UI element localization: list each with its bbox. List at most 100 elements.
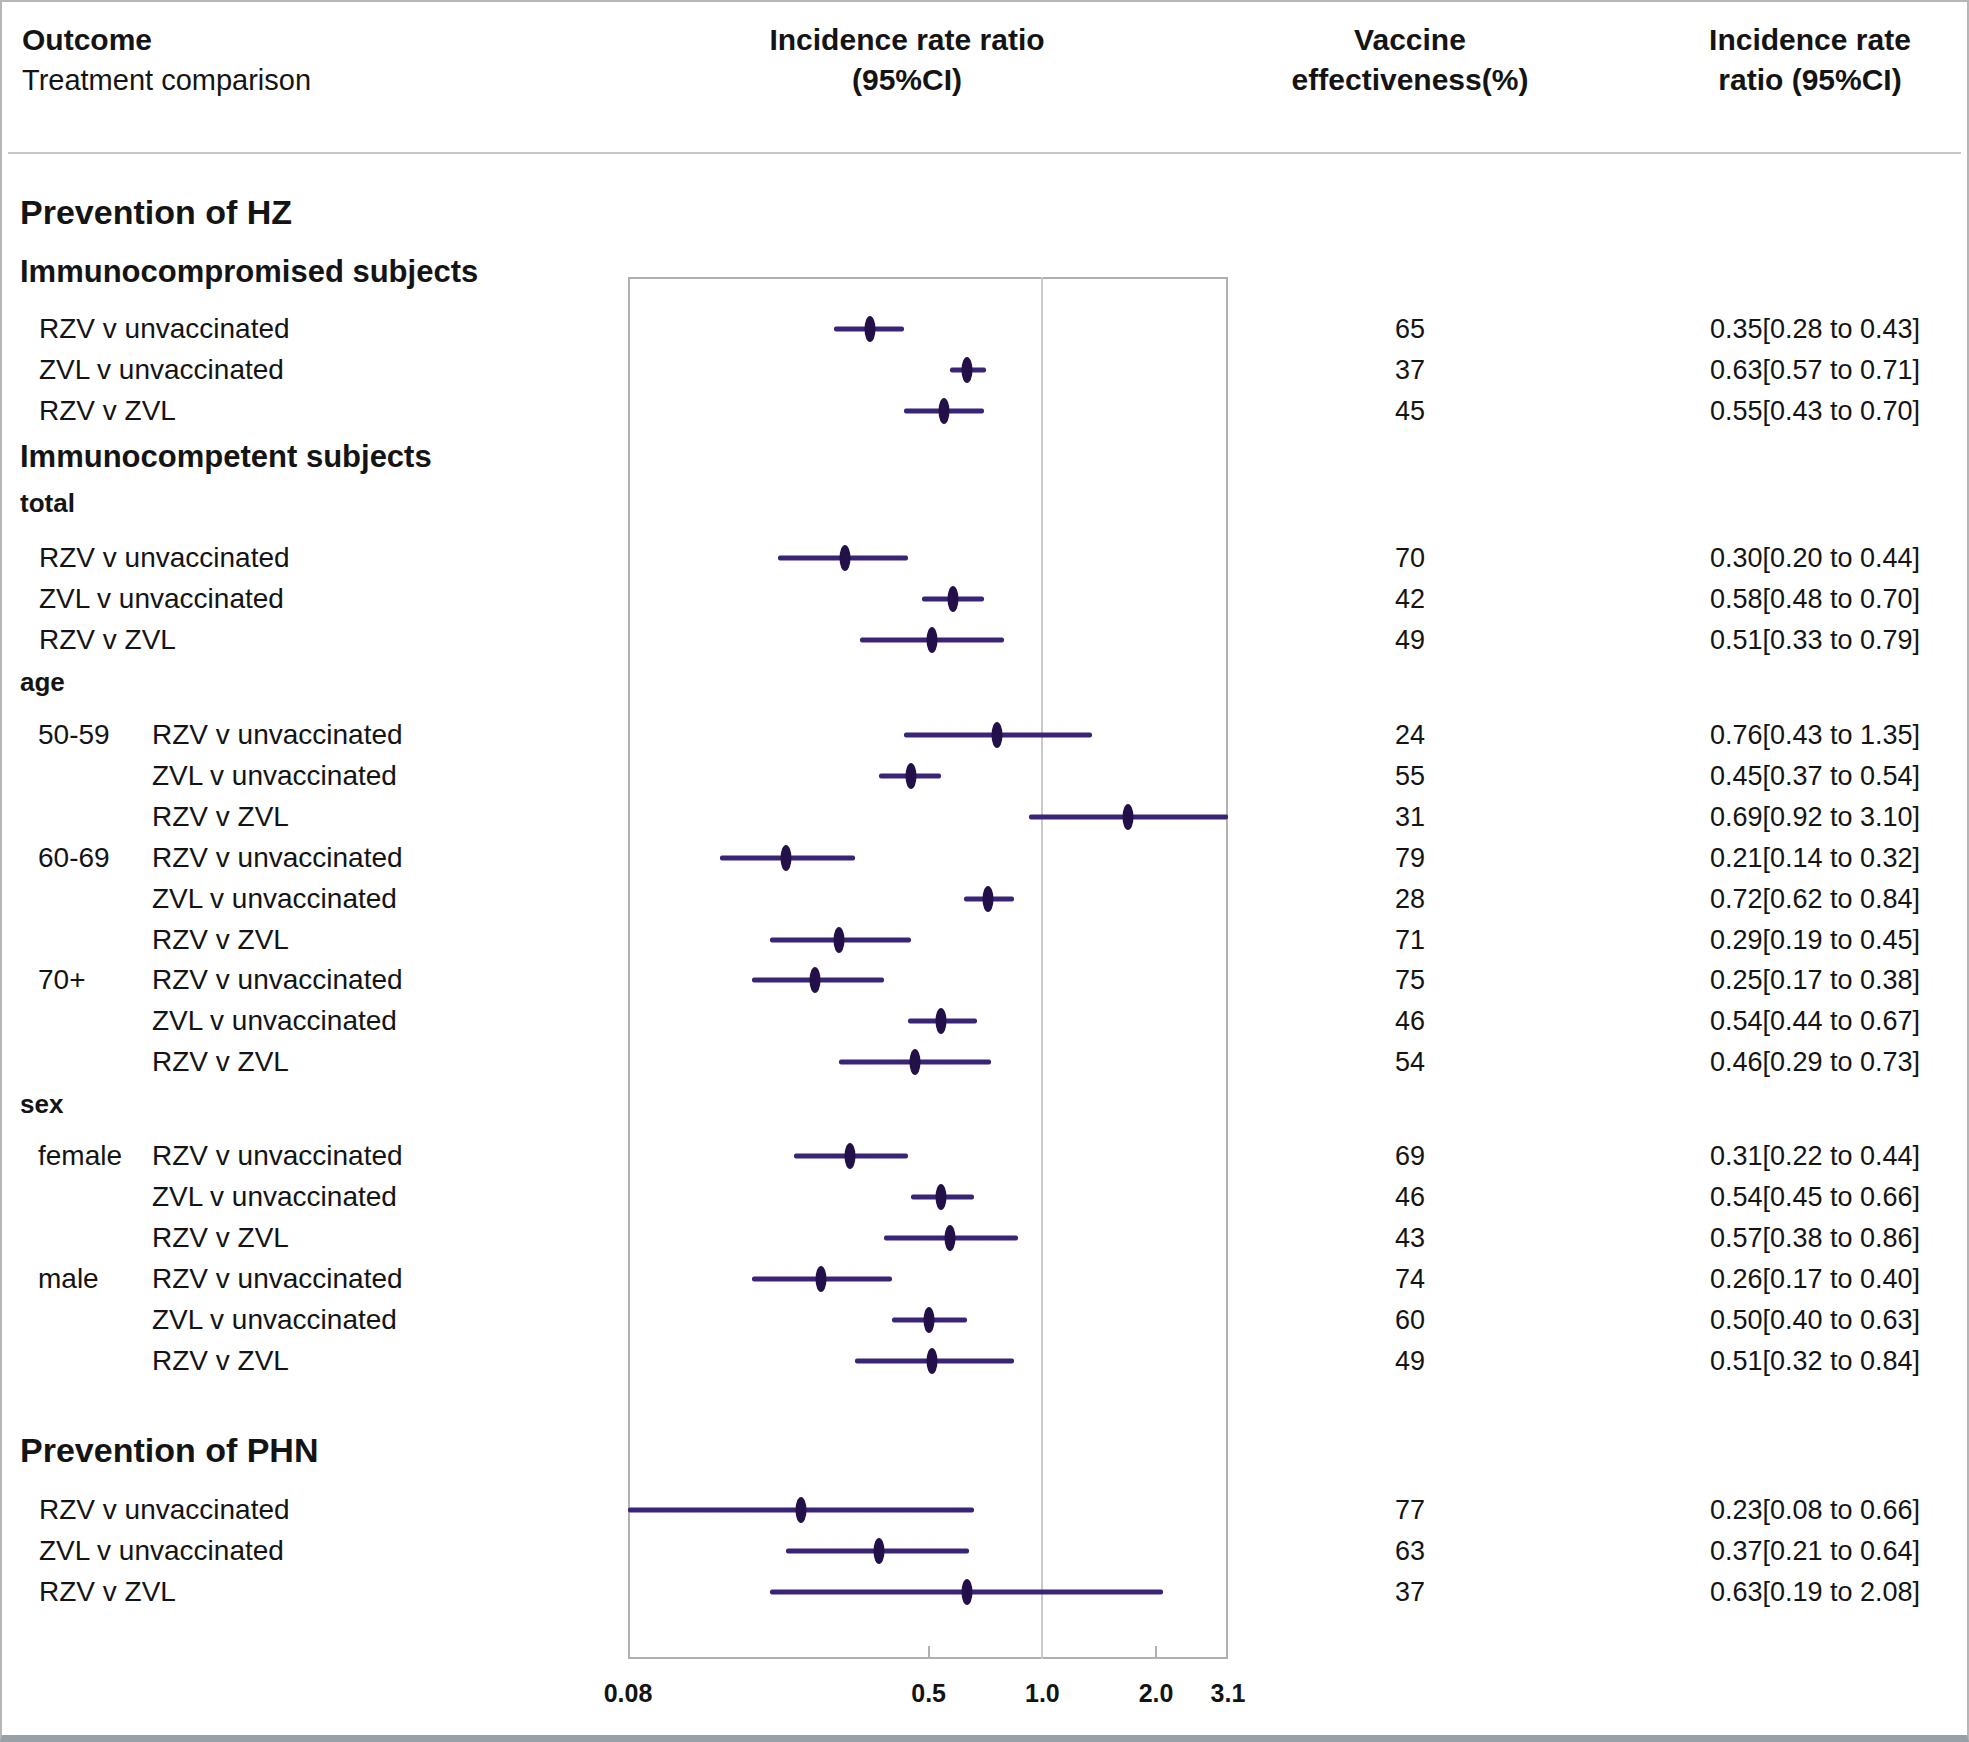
row-comparison-label: RZV v ZVL <box>152 1345 289 1377</box>
ve-value: 79 <box>1340 843 1480 874</box>
point-estimate-marker <box>796 1497 807 1523</box>
irr-value: 0.63[0.19 to 2.08] <box>1635 1577 1969 1608</box>
ve-value: 54 <box>1340 1047 1480 1078</box>
ve-value: 31 <box>1340 802 1480 833</box>
row-comparison-label: RZV v unvaccinated <box>152 964 403 996</box>
row-comparison-label: RZV v ZVL <box>152 801 289 833</box>
row-group-label: 50-59 <box>38 719 110 751</box>
row-group-label: 70+ <box>38 964 86 996</box>
point-estimate-marker <box>781 845 792 871</box>
point-estimate-marker <box>983 886 994 912</box>
irr-value: 0.50[0.40 to 0.63] <box>1635 1305 1969 1336</box>
header-treatment-comparison: Treatment comparison <box>22 60 311 100</box>
ve-value: 63 <box>1340 1536 1480 1567</box>
row-comparison-label: ZVL v unvaccinated <box>152 1304 397 1336</box>
point-estimate-marker <box>874 1538 885 1564</box>
axis-tick-label: 2.0 <box>1139 1679 1174 1708</box>
irr-value: 0.37[0.21 to 0.64] <box>1635 1536 1969 1567</box>
point-estimate-marker <box>845 1143 856 1169</box>
point-estimate-marker <box>909 1049 920 1075</box>
row-comparison-label: RZV v unvaccinated <box>152 1263 403 1295</box>
point-estimate-marker <box>961 357 972 383</box>
irr-value: 0.23[0.08 to 0.66] <box>1635 1495 1969 1526</box>
ve-value: 37 <box>1340 355 1480 386</box>
ve-value: 49 <box>1340 1346 1480 1377</box>
point-estimate-marker <box>945 1225 956 1251</box>
ve-value: 75 <box>1340 965 1480 996</box>
row-comparison-label: ZVL v unvaccinated <box>39 1535 284 1567</box>
ve-value: 37 <box>1340 1577 1480 1608</box>
ve-value: 55 <box>1340 761 1480 792</box>
ve-value: 45 <box>1340 396 1480 427</box>
plot-box <box>628 277 1228 1659</box>
point-estimate-marker <box>926 627 937 653</box>
row-comparison-label: RZV v ZVL <box>152 1046 289 1078</box>
section-heading: total <box>20 488 75 519</box>
point-estimate-marker <box>834 927 845 953</box>
row-comparison-label: RZV v unvaccinated <box>39 1494 290 1526</box>
section-heading: Prevention of PHN <box>20 1431 318 1470</box>
irr-value: 0.63[0.57 to 0.71] <box>1635 355 1969 386</box>
row-group-label: female <box>38 1140 122 1172</box>
ve-value: 46 <box>1340 1006 1480 1037</box>
section-heading: Immunocompetent subjects <box>20 439 432 475</box>
row-comparison-label: RZV v ZVL <box>39 395 176 427</box>
point-estimate-marker <box>936 1184 947 1210</box>
row-comparison-label: ZVL v unvaccinated <box>152 1005 397 1037</box>
irr-value: 0.46[0.29 to 0.73] <box>1635 1047 1969 1078</box>
point-estimate-marker <box>961 1579 972 1605</box>
irr-value: 0.76[0.43 to 1.35] <box>1635 720 1969 751</box>
irr-value: 0.21[0.14 to 0.32] <box>1635 843 1969 874</box>
ve-value: 69 <box>1340 1141 1480 1172</box>
point-estimate-marker <box>948 586 959 612</box>
ve-value: 71 <box>1340 925 1480 956</box>
point-estimate-marker <box>926 1348 937 1374</box>
point-estimate-marker <box>865 316 876 342</box>
irr-value: 0.54[0.44 to 0.67] <box>1635 1006 1969 1037</box>
point-estimate-marker <box>816 1266 827 1292</box>
irr-value: 0.25[0.17 to 0.38] <box>1635 965 1969 996</box>
irr-value: 0.31[0.22 to 0.44] <box>1635 1141 1969 1172</box>
ve-value: 77 <box>1340 1495 1480 1526</box>
irr-value: 0.54[0.45 to 0.66] <box>1635 1182 1969 1213</box>
irr-value: 0.72[0.62 to 0.84] <box>1635 884 1969 915</box>
irr-value: 0.29[0.19 to 0.45] <box>1635 925 1969 956</box>
forest-plot-figure: Outcome Treatment comparison Incidence r… <box>0 0 1969 1742</box>
irr-value: 0.57[0.38 to 0.86] <box>1635 1223 1969 1254</box>
axis-tick <box>928 1646 930 1657</box>
row-comparison-label: RZV v unvaccinated <box>152 719 403 751</box>
point-estimate-marker <box>939 398 950 424</box>
row-comparison-label: RZV v ZVL <box>152 924 289 956</box>
reference-line-1 <box>1041 277 1043 1659</box>
header-irr-plot-line2: (95%CI) <box>707 60 1107 100</box>
row-comparison-label: RZV v unvaccinated <box>152 1140 403 1172</box>
row-comparison-label: RZV v ZVL <box>152 1222 289 1254</box>
irr-value: 0.35[0.28 to 0.43] <box>1635 314 1969 345</box>
row-comparison-label: ZVL v unvaccinated <box>39 583 284 615</box>
header-irr-text-line1: Incidence rate <box>1642 20 1969 60</box>
point-estimate-marker <box>1123 804 1134 830</box>
irr-value: 0.51[0.33 to 0.79] <box>1635 625 1969 656</box>
row-comparison-label: RZV v ZVL <box>39 624 176 656</box>
ve-value: 65 <box>1340 314 1480 345</box>
ve-value: 49 <box>1340 625 1480 656</box>
section-heading: Immunocompromised subjects <box>20 254 478 290</box>
axis-tick-label: 1.0 <box>1025 1679 1060 1708</box>
point-estimate-marker <box>936 1008 947 1034</box>
section-heading: age <box>20 667 65 698</box>
point-estimate-marker <box>809 967 820 993</box>
ve-value: 42 <box>1340 584 1480 615</box>
header-irr-text-line2: ratio (95%CI) <box>1642 60 1969 100</box>
ve-value: 28 <box>1340 884 1480 915</box>
ve-value: 60 <box>1340 1305 1480 1336</box>
header-vaccine-effectiveness-line1: Vaccine <box>1242 20 1578 60</box>
axis-tick-label: 3.1 <box>1211 1679 1246 1708</box>
irr-value: 0.26[0.17 to 0.40] <box>1635 1264 1969 1295</box>
ve-value: 43 <box>1340 1223 1480 1254</box>
header-divider <box>8 152 1961 154</box>
axis-tick <box>1155 1646 1157 1657</box>
ve-value: 46 <box>1340 1182 1480 1213</box>
row-comparison-label: RZV v unvaccinated <box>39 542 290 574</box>
row-group-label: 60-69 <box>38 842 110 874</box>
section-heading: sex <box>20 1089 63 1120</box>
